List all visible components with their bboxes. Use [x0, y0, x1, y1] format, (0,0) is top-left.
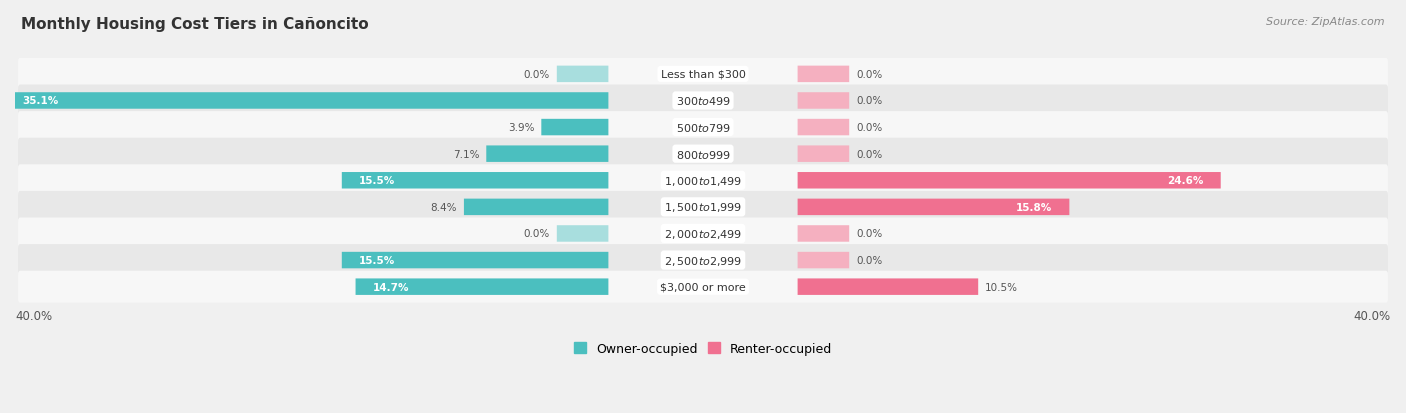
FancyBboxPatch shape [18, 244, 1388, 276]
Text: 24.6%: 24.6% [1167, 176, 1204, 186]
Text: 10.5%: 10.5% [986, 282, 1018, 292]
FancyBboxPatch shape [342, 173, 609, 189]
Text: Monthly Housing Cost Tiers in Cañoncito: Monthly Housing Cost Tiers in Cañoncito [21, 17, 368, 31]
FancyBboxPatch shape [486, 146, 609, 163]
FancyBboxPatch shape [557, 66, 609, 83]
Text: $2,500 to $2,999: $2,500 to $2,999 [664, 254, 742, 267]
FancyBboxPatch shape [18, 271, 1388, 303]
Legend: Owner-occupied, Renter-occupied: Owner-occupied, Renter-occupied [568, 337, 838, 360]
Text: 0.0%: 0.0% [856, 70, 883, 80]
FancyBboxPatch shape [18, 138, 1388, 170]
FancyBboxPatch shape [797, 146, 849, 163]
FancyBboxPatch shape [18, 165, 1388, 197]
FancyBboxPatch shape [797, 225, 849, 242]
FancyBboxPatch shape [18, 192, 1388, 223]
FancyBboxPatch shape [356, 279, 609, 295]
Text: 7.1%: 7.1% [453, 150, 479, 159]
Text: $300 to $499: $300 to $499 [675, 95, 731, 107]
FancyBboxPatch shape [557, 225, 609, 242]
FancyBboxPatch shape [18, 112, 1388, 144]
Text: Less than $300: Less than $300 [661, 70, 745, 80]
FancyBboxPatch shape [797, 119, 849, 136]
Text: $1,000 to $1,499: $1,000 to $1,499 [664, 174, 742, 188]
Text: 15.5%: 15.5% [359, 176, 395, 186]
Text: 0.0%: 0.0% [856, 229, 883, 239]
FancyBboxPatch shape [797, 279, 979, 295]
Text: Source: ZipAtlas.com: Source: ZipAtlas.com [1267, 17, 1385, 26]
Text: 14.7%: 14.7% [373, 282, 409, 292]
FancyBboxPatch shape [342, 252, 609, 269]
Text: 0.0%: 0.0% [856, 96, 883, 106]
Text: 0.0%: 0.0% [856, 150, 883, 159]
Text: 0.0%: 0.0% [856, 123, 883, 133]
Text: 3.9%: 3.9% [508, 123, 534, 133]
Text: 15.8%: 15.8% [1017, 202, 1052, 212]
FancyBboxPatch shape [464, 199, 609, 216]
FancyBboxPatch shape [797, 252, 849, 269]
Text: $3,000 or more: $3,000 or more [661, 282, 745, 292]
Text: $800 to $999: $800 to $999 [675, 148, 731, 160]
Text: 40.0%: 40.0% [15, 309, 52, 323]
Text: $2,000 to $2,499: $2,000 to $2,499 [664, 228, 742, 240]
FancyBboxPatch shape [541, 119, 609, 136]
FancyBboxPatch shape [797, 173, 1220, 189]
Text: 0.0%: 0.0% [856, 256, 883, 266]
FancyBboxPatch shape [18, 218, 1388, 250]
FancyBboxPatch shape [18, 85, 1388, 117]
FancyBboxPatch shape [18, 59, 1388, 90]
FancyBboxPatch shape [797, 93, 849, 109]
Text: 8.4%: 8.4% [430, 202, 457, 212]
FancyBboxPatch shape [797, 66, 849, 83]
Text: 35.1%: 35.1% [22, 96, 58, 106]
Text: $1,500 to $1,999: $1,500 to $1,999 [664, 201, 742, 214]
Text: $500 to $799: $500 to $799 [675, 122, 731, 134]
FancyBboxPatch shape [4, 93, 609, 109]
FancyBboxPatch shape [797, 199, 1070, 216]
Text: 15.5%: 15.5% [359, 256, 395, 266]
Text: 0.0%: 0.0% [523, 229, 550, 239]
Text: 40.0%: 40.0% [1354, 309, 1391, 323]
Text: 0.0%: 0.0% [523, 70, 550, 80]
